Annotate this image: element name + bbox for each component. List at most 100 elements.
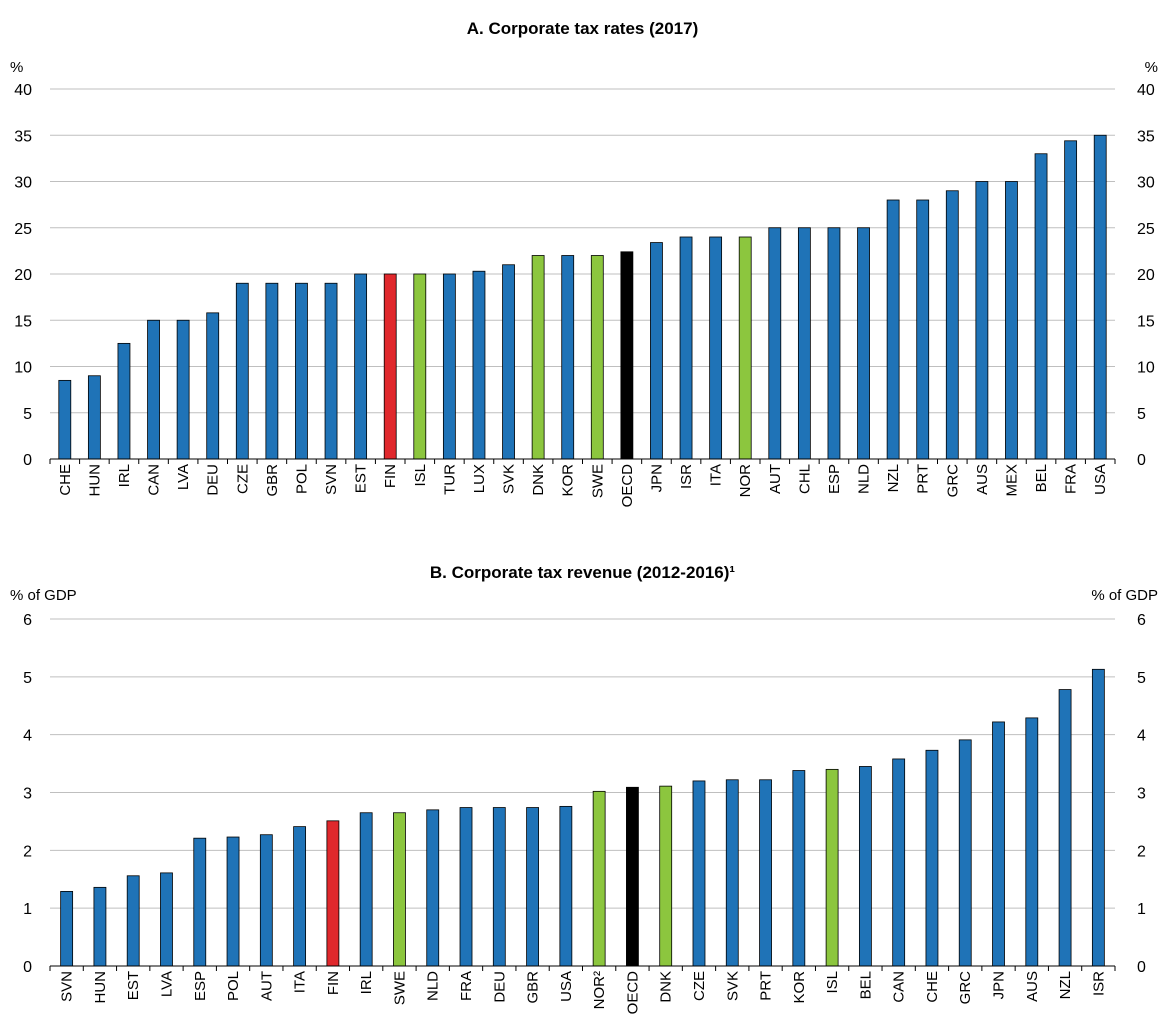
y-tick-label-left: 10	[14, 360, 32, 377]
y-tick-label-left: 5	[23, 406, 32, 423]
bar	[992, 721, 1005, 967]
bar	[459, 807, 473, 967]
x-tick-label: HUN	[92, 971, 109, 1004]
chart-panel-a: A. Corporate tax rates (2017)% % 0 0 5 5 10 10 1…	[10, 19, 1158, 507]
bar	[759, 779, 772, 967]
bar	[1034, 153, 1048, 460]
bar	[825, 768, 839, 967]
bar	[679, 236, 693, 460]
x-tick-label: JPN	[648, 464, 665, 492]
y-tick-label-left: 2	[23, 843, 32, 860]
x-tick-label: USA	[1092, 464, 1109, 495]
bar	[590, 255, 604, 460]
bar	[975, 181, 989, 460]
x-tick-label: KOR	[560, 464, 577, 497]
x-tick-label: IRL	[358, 971, 375, 994]
bar	[738, 236, 752, 460]
bar	[925, 749, 939, 967]
y-tick-label-left: 4	[23, 728, 32, 745]
x-tick-label: POL	[225, 971, 242, 1001]
x-tick-label: ESP	[826, 464, 843, 494]
x-tick-label: AUT	[767, 464, 784, 494]
y-tick-label-right: 15	[1137, 313, 1155, 330]
x-tick-label: SWE	[391, 971, 408, 1005]
y-tick-label-right: 5	[1137, 670, 1146, 687]
y-tick-label-right: 30	[1137, 175, 1155, 192]
x-tick-label: AUT	[258, 971, 275, 1001]
y-tick-label-right: 35	[1137, 128, 1155, 145]
y-tick-label-left: 0	[23, 452, 32, 469]
bar	[235, 282, 249, 460]
bar	[87, 375, 101, 460]
y-tick-label-right: 1	[1137, 901, 1146, 918]
bar	[147, 319, 160, 460]
bar	[1058, 689, 1072, 967]
x-tick-label: OECD	[624, 971, 641, 1015]
x-tick-label: NZL	[885, 464, 902, 492]
y-tick-label-right: 25	[1137, 221, 1155, 238]
x-tick-label: MEX	[1003, 464, 1020, 497]
x-tick-label: FIN	[325, 971, 342, 995]
bar	[526, 807, 539, 967]
bar	[709, 236, 723, 460]
x-tick-label: DNK	[530, 464, 547, 496]
bar	[725, 779, 739, 967]
bar	[1025, 717, 1039, 967]
bar	[60, 890, 74, 967]
bar	[492, 807, 506, 967]
x-tick-label: NLD	[856, 464, 873, 494]
x-tick-label: TUR	[441, 464, 458, 495]
bar	[916, 199, 930, 460]
bar	[426, 809, 440, 967]
bar	[626, 786, 639, 967]
y-tick-label-right: 2	[1137, 843, 1146, 860]
chart-title: A. Corporate tax rates (2017)	[467, 19, 698, 38]
bar	[295, 282, 308, 460]
x-tick-label: LVA	[158, 971, 175, 997]
x-tick-label: LUX	[471, 464, 488, 493]
bar	[383, 273, 397, 460]
y-tick-label-left: 25	[14, 221, 32, 238]
x-tick-label: SVN	[59, 971, 76, 1002]
y-tick-label-left: 0	[23, 959, 32, 976]
x-tick-label: SVN	[323, 464, 340, 495]
y-tick-label-left: 30	[14, 175, 32, 192]
bar	[1093, 134, 1107, 460]
bar	[1005, 181, 1018, 460]
y-axis-unit-left: % of GDP	[10, 587, 77, 604]
bar	[176, 319, 190, 460]
chart-panel-b: B. Corporate tax revenue (2012-2016)¹ % o…	[10, 563, 1158, 1014]
y-tick-label-right: 3	[1137, 786, 1146, 803]
x-tick-label: EST	[353, 464, 370, 493]
x-tick-label: JPN	[991, 971, 1008, 999]
x-tick-label: ISR	[678, 464, 695, 489]
bar	[193, 837, 207, 967]
bar	[58, 379, 72, 460]
bar	[117, 342, 131, 460]
bar	[650, 242, 663, 460]
bar	[827, 227, 841, 460]
bar	[393, 812, 406, 967]
bar	[857, 227, 870, 460]
x-tick-label: OECD	[619, 464, 636, 508]
bar	[561, 255, 575, 460]
x-tick-label: GBR	[525, 971, 542, 1004]
bar	[293, 826, 307, 967]
x-tick-label: ESP	[192, 971, 209, 1001]
x-tick-label: ISL	[412, 464, 429, 487]
y-tick-label-left: 6	[23, 612, 32, 629]
bar	[354, 273, 368, 460]
x-tick-label: LVA	[175, 464, 192, 490]
bar	[93, 886, 107, 967]
x-tick-label: CHE	[57, 464, 74, 496]
x-tick-label: NOR	[737, 464, 754, 498]
bar	[442, 273, 456, 460]
bar	[359, 812, 373, 967]
y-tick-label-right: 20	[1137, 267, 1155, 284]
bar	[1064, 140, 1078, 460]
bar	[226, 836, 240, 967]
x-tick-label: ITA	[292, 971, 309, 993]
y-axis-unit-right: %	[1145, 59, 1158, 76]
bar	[326, 820, 340, 967]
y-tick-label-left: 5	[23, 670, 32, 687]
